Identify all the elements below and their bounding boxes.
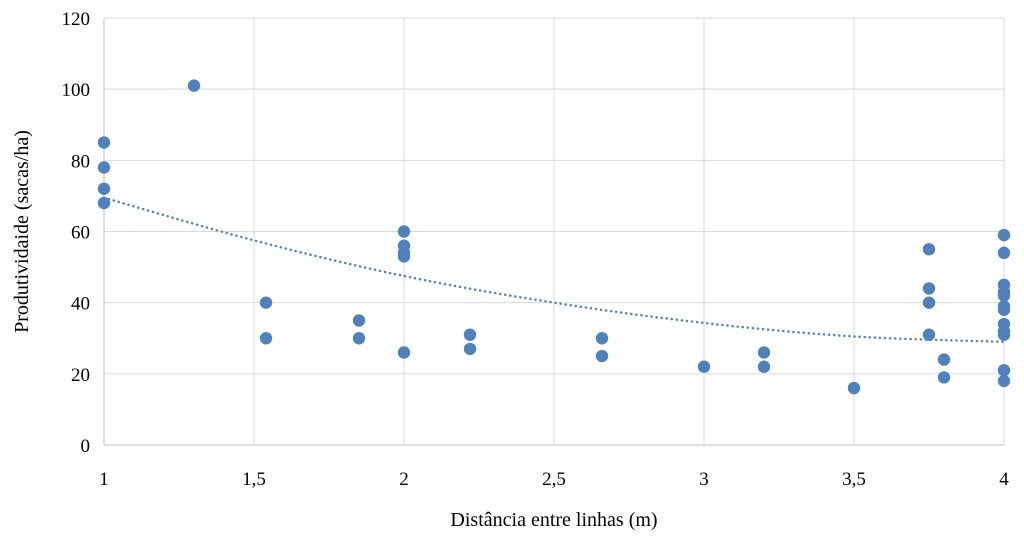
data-point (922, 282, 936, 295)
y-tick-label: 40 (71, 294, 90, 315)
data-point (463, 342, 477, 356)
y-axis-title: Produtividaide (sacas/ha) (11, 130, 33, 333)
x-tick-label: 3 (699, 469, 709, 490)
data-point (397, 250, 411, 263)
data-point (997, 364, 1011, 377)
trendline-group (102, 196, 1006, 344)
data-point (352, 314, 366, 327)
grid (104, 17, 1005, 445)
data-point (937, 371, 951, 384)
y-tick-label: 80 (71, 151, 90, 172)
x-tick-label: 2 (399, 469, 409, 490)
x-tick-label: 2,5 (542, 469, 566, 490)
data-point (97, 182, 111, 195)
data-points (97, 79, 1011, 395)
data-point (997, 228, 1011, 242)
data-point (997, 289, 1011, 302)
x-axis-title: Distância entre linhas (m) (450, 509, 657, 531)
data-point (352, 332, 366, 345)
data-point (757, 360, 771, 373)
data-point (997, 328, 1011, 341)
data-point (187, 79, 201, 92)
data-point (997, 303, 1011, 316)
data-point (595, 349, 609, 363)
data-point (259, 332, 273, 345)
data-point (97, 161, 111, 174)
y-tick-label: 120 (62, 9, 91, 30)
data-point (697, 360, 711, 373)
data-point (595, 332, 609, 345)
data-point (997, 374, 1011, 388)
data-point (97, 196, 111, 210)
data-point (397, 346, 411, 359)
data-point (757, 346, 771, 359)
y-tick-label: 60 (71, 223, 90, 244)
tick-labels: 0 20 40 60 80 100 120 1 1,5 2 2,5 3 3,5 4 (62, 9, 1010, 490)
x-tick-label: 1,5 (242, 469, 266, 490)
data-point (922, 296, 936, 309)
data-point (922, 243, 936, 256)
data-point (463, 328, 477, 341)
x-tick-label: 4 (999, 469, 1009, 490)
data-point (997, 246, 1011, 260)
x-tick-label: 1 (99, 469, 109, 490)
data-point (937, 353, 951, 366)
data-point (259, 296, 273, 309)
data-point (847, 381, 861, 395)
data-point (397, 225, 411, 238)
data-point (97, 136, 111, 149)
data-point (922, 328, 936, 341)
axes (103, 18, 1004, 446)
y-tick-label: 0 (81, 436, 91, 457)
y-tick-label: 20 (71, 365, 90, 386)
y-tick-label: 100 (62, 80, 91, 101)
x-tick-label: 3,5 (842, 469, 866, 490)
trendline (102, 196, 1006, 344)
